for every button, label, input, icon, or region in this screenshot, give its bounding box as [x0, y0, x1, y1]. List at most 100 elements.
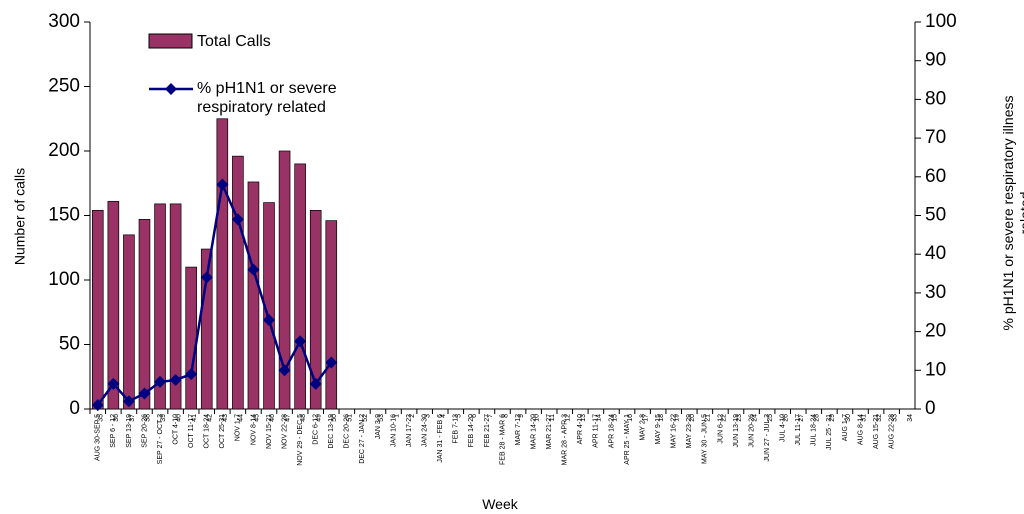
bar: [154, 203, 166, 410]
y2-tick-label: 60: [925, 166, 946, 187]
x-tick-label: MAY 2-8: [639, 414, 646, 441]
x-tick-label: MAR 21-27: [546, 414, 553, 450]
week-number: 9: [518, 414, 525, 418]
x-tick-label: JAN 10-16: [390, 414, 397, 447]
y2-tick-label: 70: [925, 127, 946, 148]
x-tick-label: AUG 8-14: [857, 414, 864, 445]
x-tick-label: FEB 7-13: [453, 414, 460, 444]
y2-tick-label: 10: [925, 359, 946, 380]
bar: [309, 209, 322, 410]
y-tick-label: 150: [48, 205, 80, 226]
bar: [91, 209, 104, 410]
x-tick-label: NOV 1-7: [235, 414, 242, 441]
x-tick-label: MAY 9-15: [655, 414, 662, 445]
legend-label: % pH1N1 or severe respiratory related: [197, 80, 337, 116]
y2-tick-label: 50: [925, 205, 946, 226]
week-number: 14: [596, 414, 603, 422]
marker: [294, 335, 307, 348]
marker: [309, 377, 322, 390]
y2-tick-label: 20: [925, 321, 946, 342]
x-tick-label: MAY 30 - JUN 5: [702, 414, 709, 464]
bar: [185, 266, 197, 410]
marker: [154, 375, 167, 388]
week-number: 39: [160, 414, 167, 422]
marker: [216, 178, 229, 191]
x-tick-label: JUL 4-10: [780, 414, 787, 442]
week-number: 31: [860, 414, 867, 422]
week-number: 18: [658, 414, 665, 422]
week-number: 53: [378, 414, 385, 422]
week-number: 22: [720, 414, 727, 422]
x-tick-label: JUN 27 - JUL 3: [764, 414, 771, 462]
week-number: 51: [347, 414, 354, 422]
line: [96, 180, 333, 406]
x-tick-label: FEB 21-27: [484, 414, 491, 448]
week-number: 21: [705, 414, 712, 422]
bar: [200, 248, 213, 410]
week-number: 3: [425, 414, 432, 418]
week-number: 25: [767, 414, 774, 422]
bar: [169, 203, 182, 410]
y-tick-label: 50: [59, 334, 80, 355]
week-number: 40: [175, 414, 182, 422]
week-number: 19: [674, 414, 681, 422]
legend-marker: [165, 83, 177, 95]
x-tick-label: AUG 30-SEP 5: [95, 414, 102, 461]
week-number: 36: [113, 414, 120, 422]
week-number: 20: [689, 414, 696, 422]
legend-label: Total Calls: [197, 33, 271, 50]
x-tick-label: DEC 20-26: [344, 414, 351, 449]
week-number: 38: [144, 414, 151, 422]
x-tick-label: APR 11-17: [593, 414, 600, 448]
week-number: 8: [502, 414, 509, 418]
y2-axis-title: % pH1N1 or severe respiratory illness re…: [1000, 95, 1024, 331]
bar: [123, 234, 135, 410]
week-number: 32: [876, 414, 883, 422]
y2-tick-label: 90: [925, 50, 946, 71]
week-number: 10: [533, 414, 540, 422]
y-tick-label: 250: [48, 76, 80, 97]
x-tick-label: JUL 25 - 31: [826, 414, 833, 450]
y2-tick-label: 30: [925, 282, 946, 303]
week-number: 2: [409, 414, 416, 418]
week-number: 37: [129, 414, 136, 422]
bar: [216, 118, 229, 410]
y2-tick-label: 80: [925, 88, 946, 109]
y-tick-label: 300: [48, 11, 80, 32]
week-number: 28: [814, 414, 821, 422]
x-tick-label: APR 18-24: [608, 414, 615, 448]
bar: [232, 155, 244, 410]
y-tick-label: 0: [69, 398, 80, 419]
week-number: 4: [440, 414, 447, 418]
week-number: 29: [829, 414, 836, 422]
x-tick-label: JAN 17-23: [406, 414, 413, 447]
y2-tick-label: 100: [925, 11, 957, 32]
marker: [138, 387, 151, 400]
bar: [325, 220, 338, 410]
week-number: 23: [736, 414, 743, 422]
week-number: 15: [611, 414, 618, 422]
y-tick-label: 100: [48, 269, 80, 290]
x-tick-label: JUL 11-17: [795, 414, 802, 446]
week-number: 33: [891, 414, 898, 422]
week-number: 48: [300, 414, 307, 422]
bar: [278, 150, 291, 410]
week-number: 41: [191, 414, 198, 422]
x-tick-label: MAR 14-20: [530, 414, 537, 450]
x-tick-label: FEB 14-20: [468, 414, 475, 448]
bar: [247, 181, 260, 410]
week-number: 34: [907, 414, 914, 422]
x-tick-label: SEP 13-19: [126, 414, 133, 448]
x-tick-label: NOV 29 - DEC 5: [297, 414, 304, 466]
week-number: 11: [549, 414, 556, 421]
x-tick-label: JAN 3-9: [375, 414, 382, 439]
x-tick-label: FEB 28 - MAR 6: [499, 414, 506, 465]
week-number: 49: [316, 414, 323, 422]
x-tick-label: SEP 6 - 12: [110, 414, 117, 448]
bar: [138, 219, 151, 410]
x-tick-label: SEP 27 - OCT 3: [157, 414, 164, 464]
week-number: 43: [222, 414, 229, 422]
x-tick-label: AUG 22-28: [888, 414, 895, 449]
marker: [263, 313, 276, 326]
